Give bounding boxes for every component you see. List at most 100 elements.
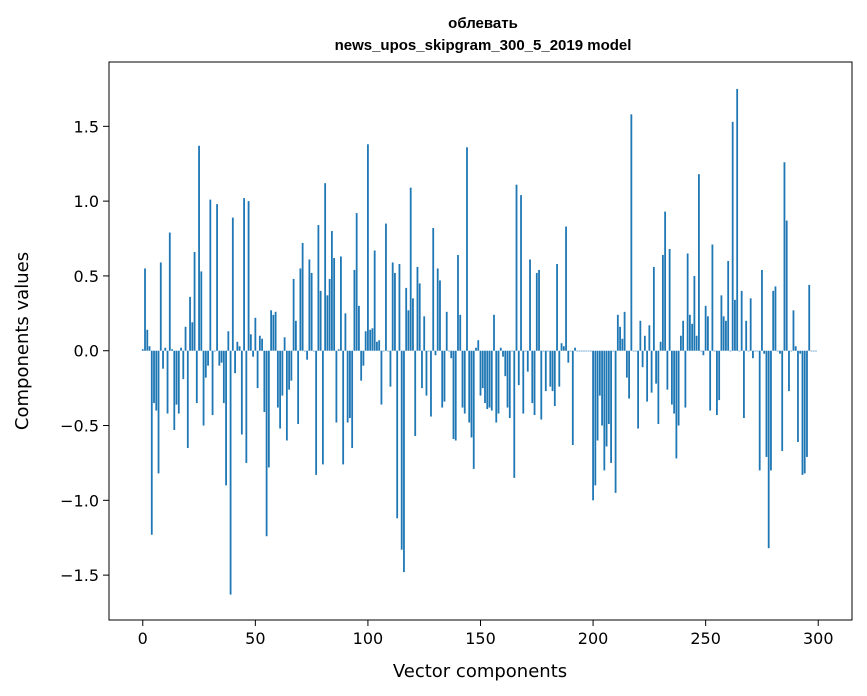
bar [367, 144, 369, 351]
bar [236, 341, 239, 351]
bar [204, 350, 207, 378]
bar [191, 322, 194, 351]
bar [619, 326, 621, 351]
bar [794, 346, 797, 351]
bar [328, 278, 331, 351]
bar [565, 226, 567, 351]
bar [141, 349, 144, 351]
bar [412, 298, 414, 351]
bar [763, 350, 766, 354]
bar [558, 350, 561, 387]
bar [177, 350, 180, 414]
bar [418, 283, 421, 351]
bar [159, 262, 162, 351]
y-ticks: −1.5 −1.0 −0.5 0.0 0.5 1.0 1.5 [60, 117, 109, 585]
bar [162, 350, 164, 369]
bar [184, 326, 187, 351]
bar [522, 350, 525, 414]
bar [749, 298, 752, 351]
bar [497, 350, 500, 414]
bar [675, 350, 678, 459]
bar [797, 350, 799, 442]
bar [319, 290, 322, 351]
bar [279, 350, 282, 429]
bar [270, 310, 273, 351]
bar [803, 350, 806, 474]
bar [249, 334, 252, 351]
bar [713, 350, 716, 352]
bar [688, 314, 691, 351]
bar [198, 145, 200, 351]
bar [756, 350, 759, 352]
bar [632, 350, 635, 352]
bar [211, 350, 214, 416]
bar [391, 262, 394, 351]
bar [601, 350, 603, 426]
bar [776, 350, 779, 352]
bar [360, 350, 363, 381]
bar [549, 350, 552, 387]
bar [661, 254, 664, 351]
bar [252, 350, 254, 357]
bar [331, 231, 333, 351]
bar [774, 286, 777, 351]
bar [634, 350, 637, 352]
bar [740, 290, 743, 351]
bar [779, 350, 781, 354]
bar [657, 350, 660, 425]
bar [376, 341, 378, 351]
bar [637, 350, 640, 429]
bar [542, 350, 545, 352]
bar [288, 350, 291, 390]
y-tick-label: 0.0 [74, 342, 99, 361]
x-tick-label: 150 [465, 629, 496, 648]
bar [475, 347, 477, 351]
bar [168, 232, 171, 351]
bar [186, 350, 189, 448]
bar [502, 350, 504, 357]
bar [506, 350, 509, 408]
bar [767, 350, 770, 549]
bar [394, 272, 396, 351]
bar [621, 338, 624, 351]
bar [405, 287, 408, 351]
bar [484, 350, 486, 404]
bar [459, 314, 462, 351]
bar [294, 320, 297, 351]
bar [806, 350, 808, 457]
bar [670, 350, 673, 405]
bar [292, 278, 295, 351]
bar [193, 251, 196, 351]
bar [222, 350, 225, 404]
bar [263, 350, 266, 413]
bar [499, 347, 502, 351]
bar [400, 350, 403, 550]
bar [754, 350, 757, 352]
bar [677, 350, 680, 426]
bar [598, 350, 601, 396]
bar [344, 313, 347, 351]
bar [285, 350, 288, 441]
bar [283, 337, 286, 351]
bar [247, 201, 250, 351]
bar [783, 162, 786, 351]
x-tick-label: 300 [803, 629, 834, 648]
bar [243, 198, 245, 351]
bar [220, 350, 223, 363]
bar [245, 350, 248, 463]
bar [652, 266, 655, 351]
bar [684, 350, 687, 408]
bar [202, 350, 205, 426]
bar [508, 350, 511, 419]
bar [441, 350, 444, 408]
bar [195, 350, 198, 404]
bar [335, 350, 338, 423]
bar [414, 350, 417, 436]
bar [238, 346, 241, 351]
bar [448, 350, 450, 352]
bar [556, 263, 558, 351]
bar [466, 147, 468, 351]
bar [472, 350, 475, 469]
bar [583, 350, 585, 352]
bar [301, 243, 304, 351]
